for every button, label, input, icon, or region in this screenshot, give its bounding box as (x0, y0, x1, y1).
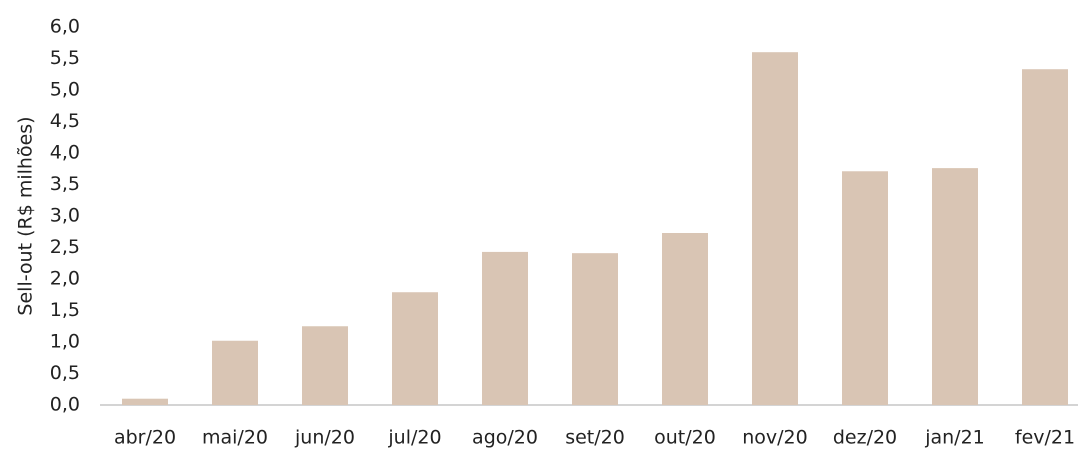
y-tick-label: 2,5 (50, 236, 80, 258)
x-tick-label: out/20 (654, 427, 716, 449)
bar (932, 168, 978, 405)
bar (752, 52, 798, 405)
y-tick-label: 6,0 (50, 16, 80, 38)
y-tick-label: 0,0 (50, 394, 80, 416)
bar (572, 253, 618, 405)
y-tick-label: 0,5 (50, 362, 80, 384)
y-tick-label: 3,0 (50, 205, 80, 227)
bar (662, 233, 708, 405)
y-tick-label: 3,5 (50, 173, 80, 195)
x-tick-label: jun/20 (294, 427, 355, 449)
x-tick-label: set/20 (565, 427, 625, 449)
x-tick-label: nov/20 (742, 427, 808, 449)
y-tick-label: 2,0 (50, 268, 80, 290)
y-axis-label: Sell-out (R$ milhões) (15, 116, 37, 315)
y-tick-label: 5,5 (50, 47, 80, 69)
y-tick-label: 4,5 (50, 110, 80, 132)
bar (1022, 69, 1068, 406)
x-tick-label: ago/20 (472, 427, 538, 449)
y-tick-label: 4,0 (50, 142, 80, 164)
y-tick-label: 1,5 (50, 299, 80, 321)
bar (212, 340, 258, 405)
x-tick-label: abr/20 (114, 427, 176, 449)
x-tick-label: jan/21 (924, 427, 985, 449)
bar (302, 326, 348, 405)
y-tick-label: 5,0 (50, 79, 80, 101)
bar (392, 292, 438, 405)
x-tick-label: jul/20 (387, 427, 441, 449)
bar (842, 171, 888, 405)
x-tick-label: fev/21 (1015, 427, 1075, 449)
bar (122, 398, 168, 405)
x-tick-label: dez/20 (833, 427, 897, 449)
y-tick-label: 1,0 (50, 331, 80, 353)
x-tick-label: mai/20 (202, 427, 268, 449)
bar (482, 251, 528, 405)
